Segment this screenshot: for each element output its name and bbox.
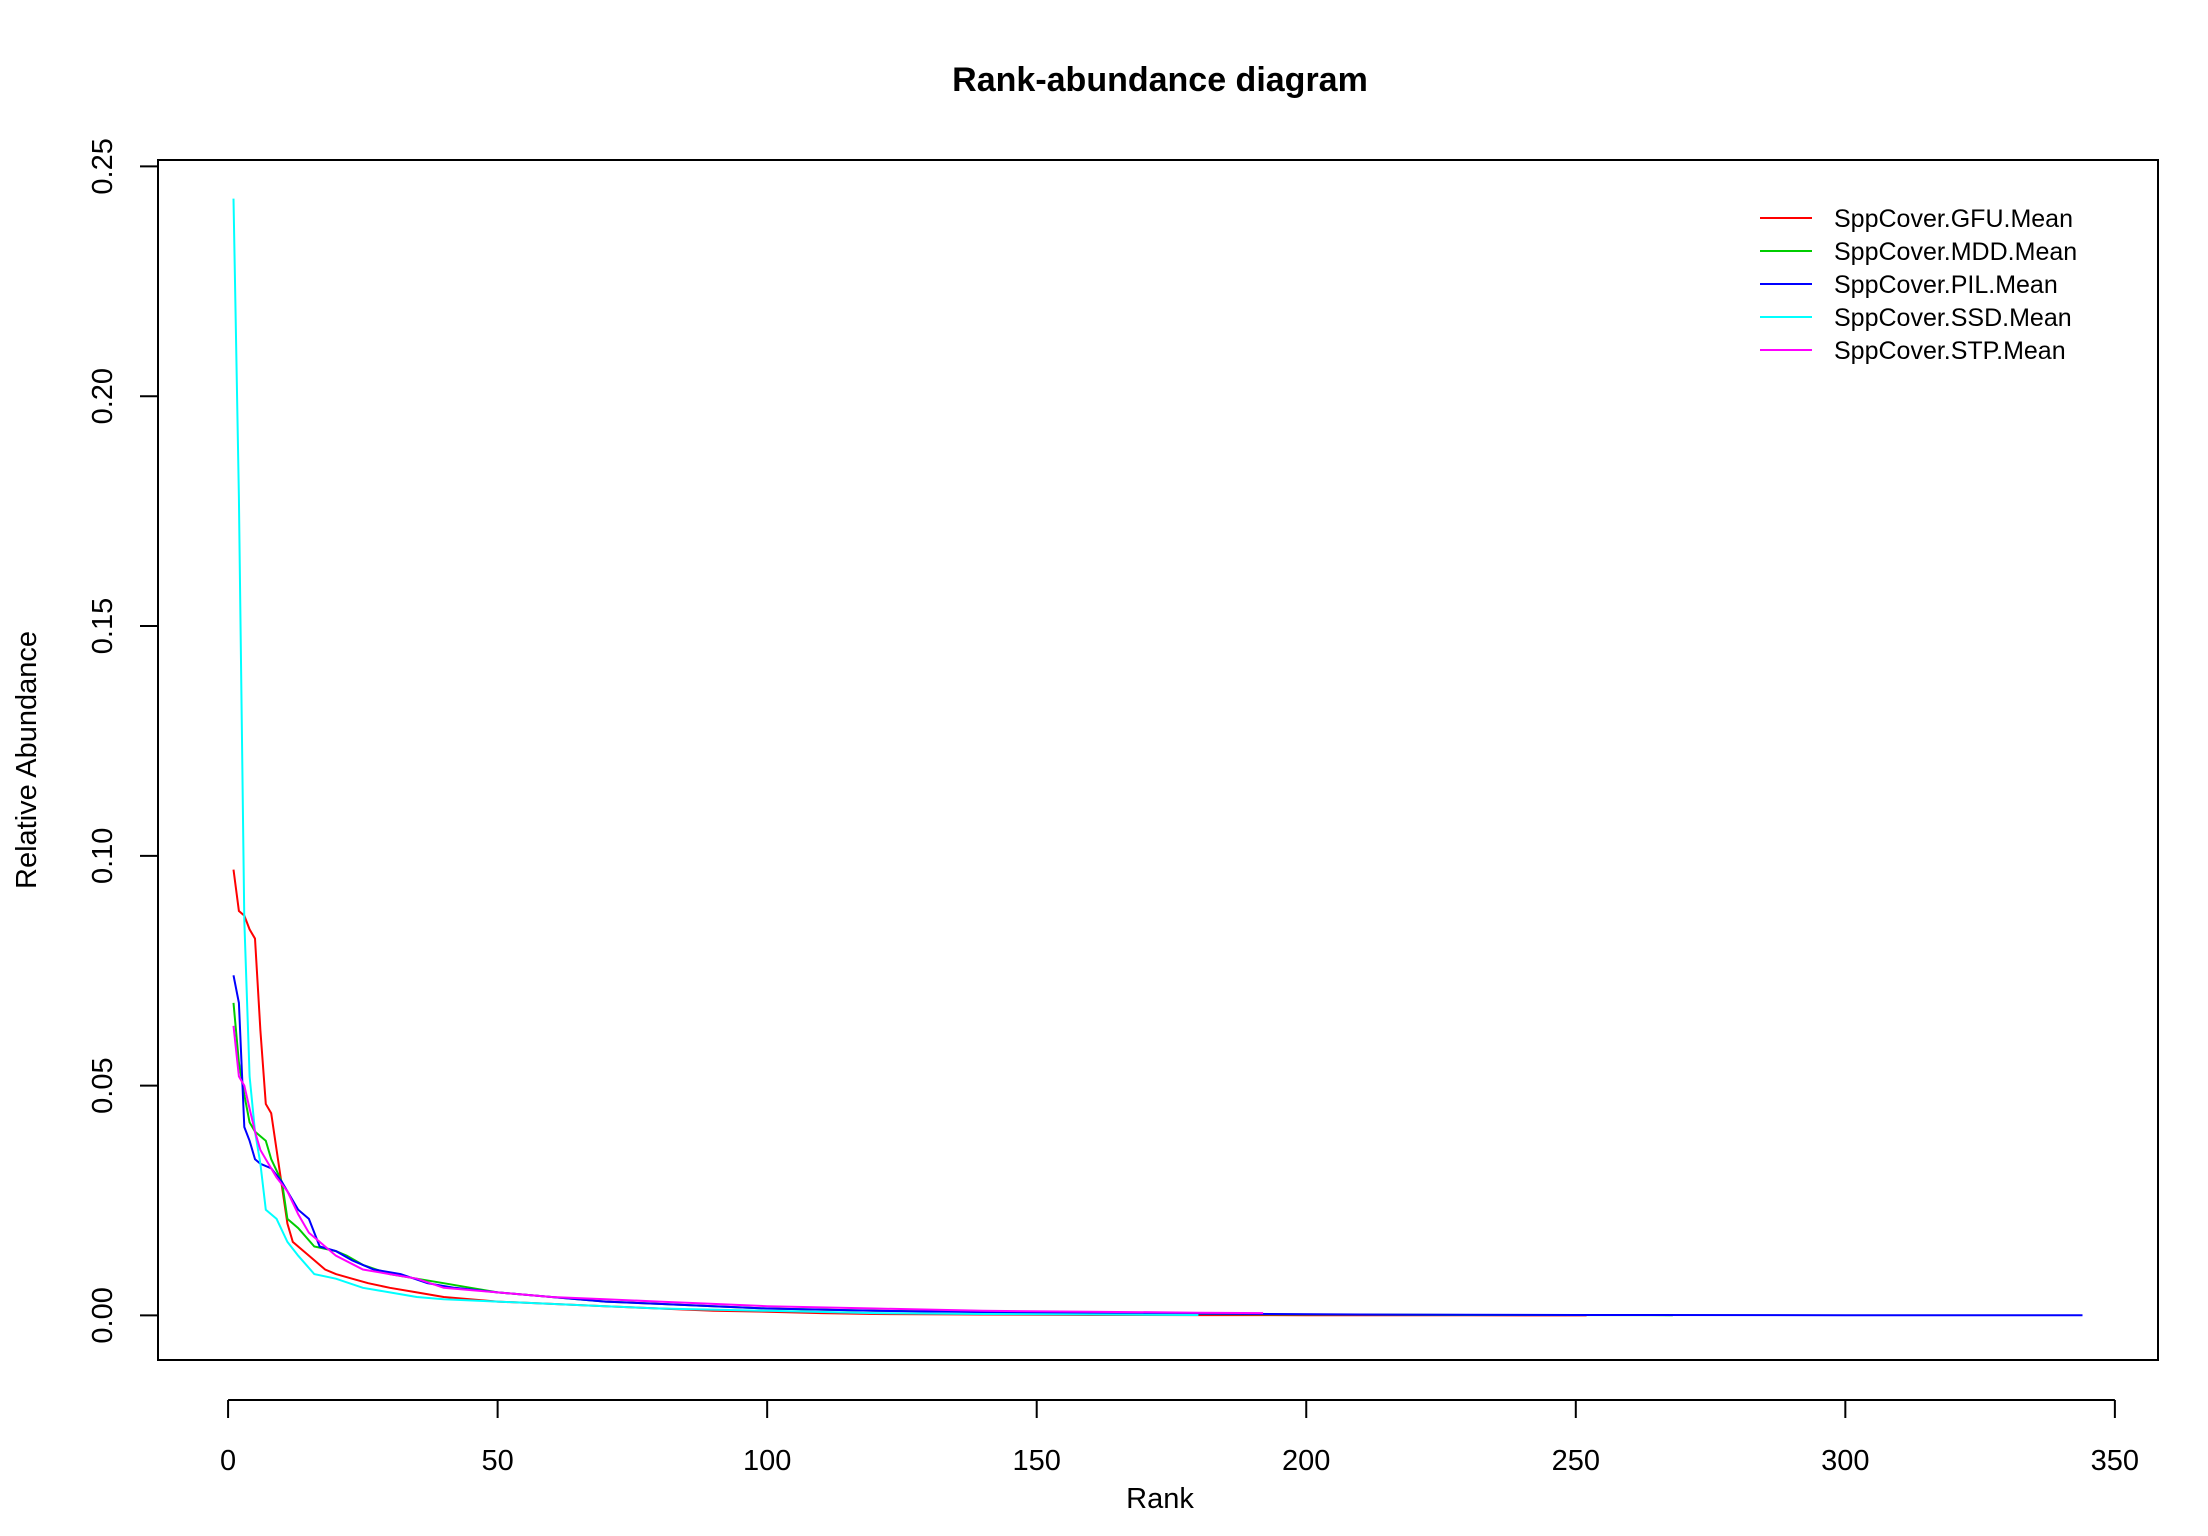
y-tick-label: 0.20 xyxy=(87,368,119,424)
series-layer xyxy=(232,198,2083,1317)
y-axis: 0.00 0.05 0.10 0.15 0.20 0.25 xyxy=(87,138,159,1344)
y-tick-label: 0.10 xyxy=(87,828,119,884)
x-axis-label: Rank xyxy=(1126,1483,1194,1515)
legend-label: SppCover.PIL.Mean xyxy=(1834,271,2058,299)
x-tick-label: 0 xyxy=(220,1445,236,1477)
x-tick-label: 50 xyxy=(481,1445,513,1477)
y-tick-label: 0.15 xyxy=(87,598,119,654)
x-tick-label: 100 xyxy=(743,1445,791,1477)
series-line-5 xyxy=(232,1025,1264,1315)
legend-label: SppCover.GFU.Mean xyxy=(1834,205,2073,233)
x-tick-label: 150 xyxy=(1013,1445,1061,1477)
series-line-2 xyxy=(232,1002,1673,1317)
chart-title: Rank-abundance diagram xyxy=(952,61,1368,99)
x-tick-label: 300 xyxy=(1821,1445,1869,1477)
y-tick-label: 0.25 xyxy=(87,138,119,194)
series-line-1 xyxy=(232,869,1587,1317)
y-tick-label: 0.05 xyxy=(87,1057,119,1113)
y-axis-label: Relative Abundance xyxy=(11,631,43,889)
x-tick-label: 350 xyxy=(2091,1445,2139,1477)
legend-label: SppCover.SSD.Mean xyxy=(1834,304,2072,332)
legend-label: SppCover.MDD.Mean xyxy=(1834,238,2077,266)
legend: SppCover.GFU.Mean SppCover.MDD.Mean SppCov… xyxy=(1760,205,2077,365)
x-tick-label: 200 xyxy=(1282,1445,1330,1477)
series-line-3 xyxy=(232,975,2083,1317)
x-tick-label: 250 xyxy=(1552,1445,1600,1477)
legend-label: SppCover.STP.Mean xyxy=(1834,337,2066,365)
y-tick-label: 0.00 xyxy=(87,1287,119,1343)
x-axis: 0 50 100 150 200 250 300 350 xyxy=(220,1399,2139,1477)
series-line-4 xyxy=(232,198,1199,1316)
